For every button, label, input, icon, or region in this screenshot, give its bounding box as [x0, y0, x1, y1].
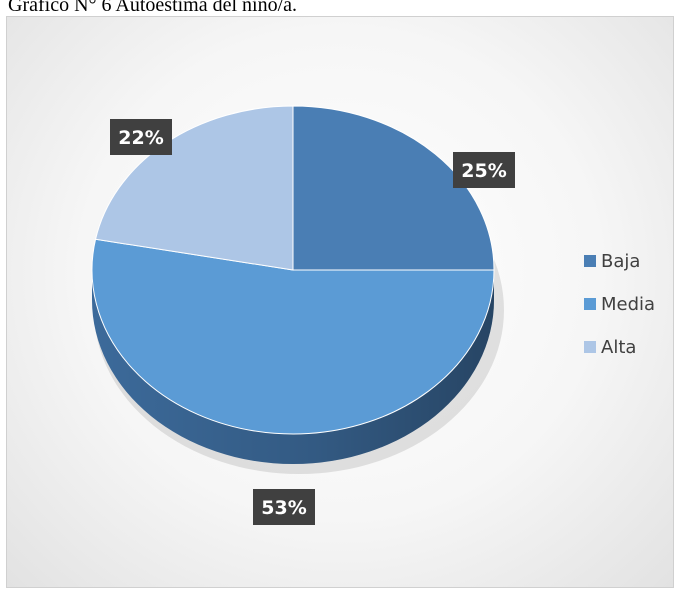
legend-swatch-media — [584, 298, 596, 310]
data-label-text-alta: 22% — [118, 127, 163, 149]
data-label-baja: 25% — [453, 152, 515, 188]
legend-swatch-alta — [584, 341, 596, 353]
legend-label-alta: Alta — [601, 336, 637, 358]
legend-item-baja: Baja — [584, 250, 640, 272]
data-label-box-baja — [453, 152, 515, 188]
pie-slice-baja — [292, 105, 495, 271]
legend-swatch-baja — [584, 255, 596, 267]
data-label-text-baja: 25% — [461, 160, 506, 182]
legend-item-media: Media — [584, 293, 655, 315]
figure-caption: Grafico N° 6 Autoestima del niño/a. — [8, 0, 298, 16]
legend-item-alta: Alta — [584, 336, 636, 358]
pie-slice-media — [91, 238, 495, 435]
data-label-box-media — [253, 489, 315, 525]
pie-side-shading — [92, 270, 494, 464]
legend-label-baja: Baja — [601, 250, 641, 272]
data-label-text-media: 53% — [261, 497, 306, 519]
data-label-box-alta — [110, 119, 172, 155]
data-label-alta: 22% — [110, 119, 172, 155]
legend-label-media: Media — [601, 293, 656, 315]
data-label-media: 53% — [253, 489, 315, 525]
chart-legend: Baja Media Alta — [574, 238, 666, 370]
